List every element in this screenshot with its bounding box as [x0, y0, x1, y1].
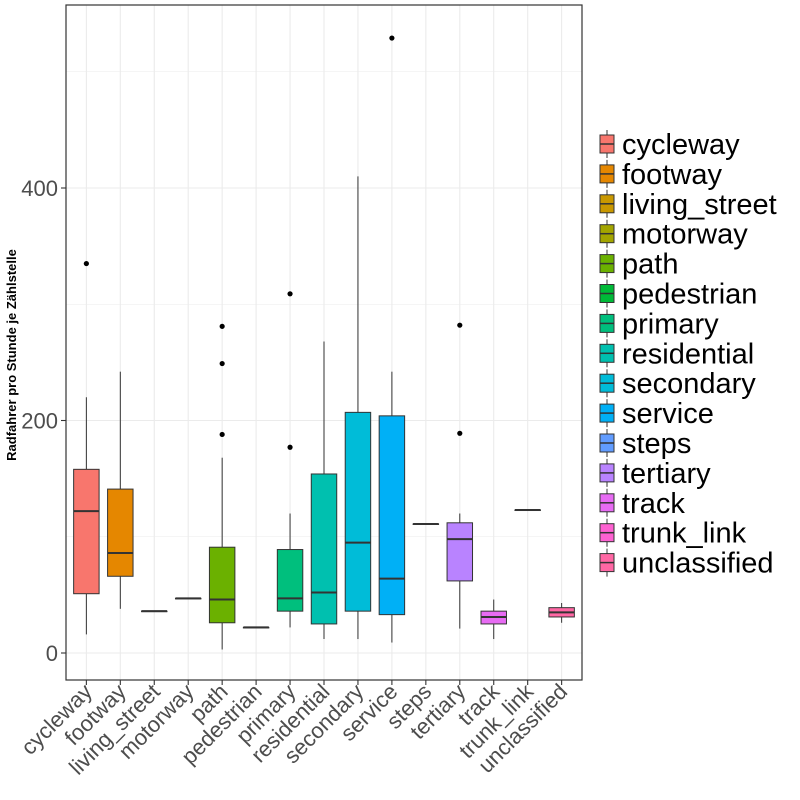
y-tick-label: 200: [21, 409, 58, 434]
box-cycleway: [73, 260, 100, 635]
boxes: [73, 35, 575, 650]
legend-item-track: track: [599, 488, 685, 520]
box-living_street: [141, 610, 168, 613]
legend-label: primary: [622, 308, 719, 340]
legend-item-motorway: motorway: [599, 219, 748, 251]
y-axis: 0 200 400: [21, 176, 66, 666]
box-body: [310, 473, 338, 625]
legend-item-footway: footway: [599, 159, 722, 191]
legend-label: trunk_link: [622, 518, 747, 550]
y-tick-label: 0: [46, 641, 58, 666]
legend-label: footway: [622, 159, 722, 191]
legend-label: track: [622, 488, 685, 520]
legend-item-primary: primary: [599, 308, 719, 340]
box-primary: [276, 291, 304, 628]
box-trunk_link: [514, 509, 541, 512]
box-steps: [412, 522, 440, 525]
legend-label: steps: [622, 428, 691, 460]
legend-item-path: path: [599, 249, 678, 281]
outlier-point: [83, 260, 89, 267]
outlier-point: [219, 323, 225, 329]
legend-label: motorway: [622, 219, 748, 251]
box-path: [208, 323, 236, 650]
box-body: [344, 411, 372, 612]
legend: cyclewayfootwayliving_streetmotorwaypath…: [599, 129, 777, 580]
y-tick-label: 400: [21, 176, 58, 201]
legend-label: cycleway: [622, 129, 740, 161]
box-pedestrian: [242, 626, 270, 629]
box-unclassified: [548, 603, 575, 623]
box-tertiary: [446, 322, 474, 629]
box-footway: [107, 371, 134, 609]
legend-item-trunk_link: trunk_link: [599, 518, 747, 550]
legend-item-tertiary: tertiary: [599, 458, 711, 490]
legend-label: tertiary: [622, 458, 711, 490]
outlier-point: [287, 291, 293, 297]
legend-item-living_street: living_street: [599, 189, 777, 221]
outlier-point: [219, 360, 225, 367]
outlier-point: [457, 430, 463, 436]
legend-item-unclassified: unclassified: [599, 548, 774, 580]
legend-item-steps: steps: [599, 428, 691, 460]
outlier-point: [287, 444, 293, 450]
legend-item-pedestrian: pedestrian: [599, 279, 757, 311]
box-residential: [310, 341, 338, 640]
legend-label: service: [622, 398, 714, 430]
legend-label: unclassified: [622, 548, 774, 580]
outlier-point: [389, 35, 395, 41]
box-body: [208, 546, 236, 624]
box-secondary: [344, 176, 372, 640]
box-motorway: [174, 597, 202, 600]
box-body: [378, 415, 406, 616]
box-body: [107, 488, 134, 577]
legend-item-secondary: secondary: [599, 368, 756, 400]
legend-label: living_street: [622, 189, 777, 221]
legend-label: pedestrian: [622, 279, 757, 311]
outlier-point: [457, 322, 463, 328]
legend-item-residential: residential: [599, 338, 754, 370]
box-body: [73, 468, 100, 595]
box-body: [446, 522, 474, 582]
box-service: [378, 35, 406, 643]
outlier-point: [219, 431, 225, 438]
legend-label: residential: [622, 338, 754, 370]
legend-label: secondary: [622, 368, 756, 400]
box-body: [276, 549, 304, 612]
x-axis: cyclewayfootwayliving_streetmotorwaypath…: [16, 678, 572, 779]
legend-item-cycleway: cycleway: [599, 129, 740, 161]
legend-item-service: service: [599, 398, 714, 430]
y-axis-title: Radfahrer pro Stunde je Zählstelle: [4, 249, 19, 461]
box-track: [480, 599, 507, 640]
legend-label: path: [622, 249, 678, 281]
